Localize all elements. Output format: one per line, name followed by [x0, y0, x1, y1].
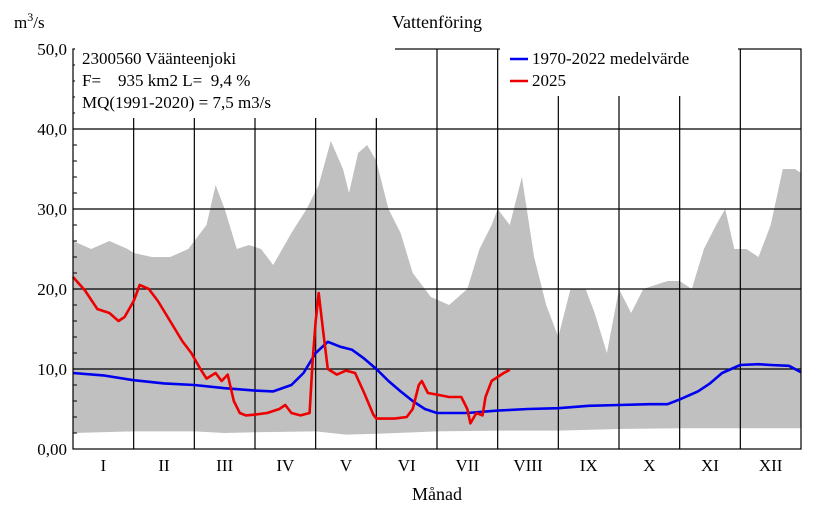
x-axis-label: Månad	[412, 484, 462, 504]
y-unit-base: m	[14, 13, 27, 32]
series-line-1	[72, 276, 511, 425]
y-unit-exponent: 3	[27, 10, 33, 24]
month-label-0: I	[100, 456, 106, 475]
y-unit-rest: /s	[33, 13, 44, 32]
month-label-3: IV	[276, 456, 295, 475]
month-label-5: VI	[398, 456, 416, 475]
month-label-4: V	[340, 456, 353, 475]
mean-flow: MQ(1991-2020) = 7,5 m3/s	[82, 93, 271, 112]
y-tick-label-1: 10,0	[37, 360, 67, 379]
series-line-0	[72, 340, 802, 415]
month-label-6: VII	[456, 456, 480, 475]
legend-label-2025: 2025	[532, 71, 566, 90]
month-label-10: XI	[701, 456, 719, 475]
month-label-7: VIII	[513, 456, 543, 475]
month-label-1: II	[158, 456, 170, 475]
station-info: 2300560 Väänteenjoki F= 935 km2 L= 9,4 %…	[75, 44, 395, 118]
month-label-9: X	[643, 456, 655, 475]
legend-label-mean: 1970-2022 medelvärde	[532, 49, 689, 68]
month-labels: I II III IV V VI VII VIII IX X XI XII	[100, 456, 782, 475]
station-name: 2300560 Väänteenjoki	[82, 49, 236, 68]
month-label-2: III	[216, 456, 233, 475]
y-tick-label-3: 30,0	[37, 200, 67, 219]
month-label-8: IX	[580, 456, 598, 475]
legend-background	[500, 44, 738, 96]
y-tick-label-2: 20,0	[37, 280, 67, 299]
catchment-area: F= 935 km2 L= 9,4 %	[82, 71, 250, 90]
legend: 1970-2022 medelvärde 2025	[500, 44, 738, 96]
info-box-background	[75, 44, 395, 118]
y-tick-label-4: 40,0	[37, 120, 67, 139]
y-axis-unit-label: m3/s	[14, 10, 45, 32]
chart-title: Vattenföring	[392, 12, 482, 32]
plot-frame	[72, 48, 802, 450]
month-label-11: XII	[759, 456, 783, 475]
y-tick-label-0: 0,00	[37, 440, 67, 459]
y-tick-labels: 0,00 10,0 20,0 30,0 40,0 50,0	[37, 40, 67, 459]
series-layer	[72, 276, 802, 425]
y-tick-label-5: 50,0	[37, 40, 67, 59]
